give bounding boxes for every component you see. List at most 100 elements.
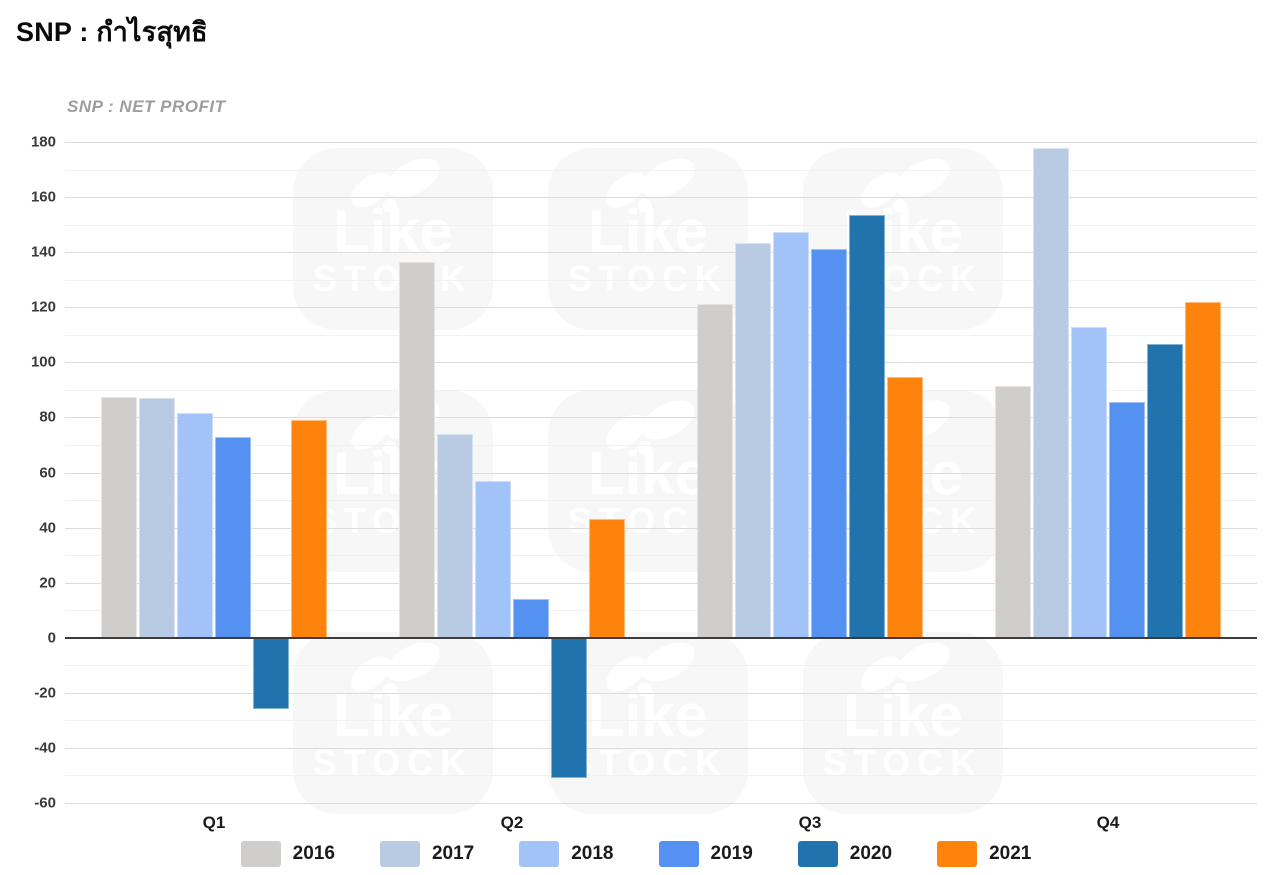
legend: 2016 2017 2018 2019 2020 2021: [0, 841, 1272, 867]
watermark-stock-text: STOCK: [312, 258, 474, 300]
legend-swatch-icon: [240, 841, 281, 867]
bar-2021-Q1: [291, 420, 327, 638]
watermark-like-text: Like: [587, 198, 709, 265]
bar-2021-Q2: [589, 519, 625, 638]
gridline: [65, 803, 1257, 804]
bar-2020-Q1: [253, 637, 289, 710]
bar-2016-Q1: [101, 396, 137, 638]
legend-label: 2018: [571, 843, 614, 864]
y-axis-label: 60: [39, 464, 56, 481]
gridline: [65, 334, 1257, 336]
gridline: [65, 279, 1257, 281]
leaf-logo-icon: [606, 400, 695, 454]
watermark-stock-text: STOCK: [312, 742, 474, 784]
gridline: [65, 197, 1257, 199]
bar-2016-Q3: [697, 304, 733, 638]
legend-item-2017[interactable]: 2017: [379, 841, 475, 867]
x-axis-label-q4: Q4: [1096, 813, 1120, 832]
y-axis-label: 80: [39, 408, 56, 426]
gridline: [65, 720, 1257, 722]
leaf-logo-icon: [351, 642, 440, 696]
x-axis-label-q1: Q1: [202, 813, 226, 832]
legend-item-2018[interactable]: 2018: [519, 841, 614, 867]
bar-2016-Q2: [399, 261, 435, 638]
leaf-logo-icon: [606, 642, 695, 696]
y-axis-label: -40: [34, 739, 56, 757]
gridline: [65, 775, 1257, 777]
bar-2018-Q4: [1071, 326, 1107, 638]
watermark-like-text: Like: [332, 682, 454, 749]
gridline: [65, 555, 1257, 557]
gridline: [65, 665, 1257, 667]
chart-subtitle: SNP : NET PROFIT: [67, 97, 226, 116]
gridline: [65, 389, 1257, 391]
gridline: [65, 252, 1257, 254]
y-axis-label: 20: [39, 574, 56, 592]
leaf-logo-icon: [861, 642, 950, 696]
y-axis-label: 40: [39, 519, 56, 537]
bar-2017-Q4: [1033, 147, 1069, 638]
watermark-stock-text: STOCK: [822, 742, 984, 784]
bar-2016-Q4: [995, 385, 1031, 638]
x-axis-label-q2: Q2: [500, 813, 524, 832]
gridline: [65, 500, 1257, 502]
legend-swatch-icon: [379, 841, 420, 867]
legend-label: 2019: [710, 843, 753, 864]
watermark-stock-text: STOCK: [567, 742, 729, 784]
bar-2017-Q1: [139, 398, 175, 638]
watermark-like-text: Like: [587, 440, 709, 507]
legend-label: 2020: [849, 843, 893, 864]
watermark-stock-text: STOCK: [567, 258, 729, 300]
gridline: [65, 307, 1257, 309]
bar-2019-Q1: [215, 436, 251, 638]
legend-swatch-icon: [658, 841, 699, 867]
legend-swatch-icon: [797, 841, 838, 867]
y-axis: -60 -40 -20 0 20 40 60 80 100 120 140 160 180: [0, 134, 56, 812]
legend-label: 2017: [431, 843, 475, 864]
legend-swatch-icon: [937, 841, 978, 867]
gridline: [65, 362, 1257, 364]
watermark-like-text: Like: [842, 682, 964, 749]
bar-2021-Q4: [1185, 301, 1221, 638]
bar-2018-Q1: [177, 413, 213, 638]
bar-2020-Q4: [1147, 344, 1183, 638]
gridline: [65, 472, 1257, 474]
x-axis-label-q3: Q3: [798, 813, 822, 832]
gridline: [65, 747, 1257, 749]
gridline: [65, 417, 1257, 419]
watermark-like-text: Like: [587, 682, 709, 749]
watermark-like-text: Like: [332, 440, 454, 507]
legend-swatch-icon: [519, 841, 560, 867]
gridline: [65, 582, 1257, 584]
gridline: [65, 610, 1257, 612]
bar-2021-Q3: [887, 377, 923, 638]
gridline: [65, 444, 1257, 446]
watermark-like-text: Like: [332, 198, 454, 265]
y-axis-label: 160: [30, 188, 56, 206]
watermark-stock-text: STOCK: [822, 258, 984, 300]
page-title: SNP : กำไรสุทธิ: [16, 17, 208, 47]
bar-2017-Q3: [735, 242, 771, 638]
legend-item-2019[interactable]: 2019: [658, 841, 753, 867]
leaf-logo-icon: [861, 158, 950, 212]
bar-2018-Q2: [475, 480, 511, 638]
gridline: [65, 692, 1257, 694]
legend-item-2020[interactable]: 2020: [797, 841, 893, 867]
leaf-logo-icon: [606, 158, 695, 212]
bar-2020-Q3: [849, 214, 885, 638]
legend-item-2016[interactable]: 2016: [240, 841, 335, 867]
legend-item-2021[interactable]: 2021: [937, 841, 1031, 867]
bar-2019-Q3: [811, 249, 847, 638]
y-axis-label: 140: [30, 243, 56, 261]
bar-2019-Q4: [1109, 402, 1145, 638]
plot-area: [65, 142, 1257, 804]
gridline: [65, 224, 1257, 226]
legend-label: 2021: [989, 843, 1032, 864]
y-axis-label: 0: [47, 629, 56, 647]
gridline: [65, 169, 1257, 171]
y-axis-label: 120: [30, 298, 56, 316]
